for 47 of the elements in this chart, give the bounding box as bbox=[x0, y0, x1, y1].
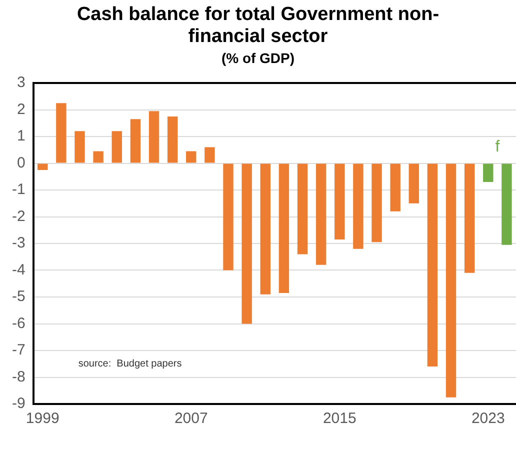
y-tick-label: -4 bbox=[12, 261, 26, 278]
bar bbox=[446, 164, 456, 398]
bar bbox=[427, 164, 438, 367]
bar bbox=[353, 164, 364, 249]
y-tick-label: 1 bbox=[16, 128, 26, 145]
y-tick-label: 0 bbox=[16, 154, 26, 172]
y-tick-label: -9 bbox=[12, 395, 26, 412]
bar bbox=[297, 164, 308, 254]
y-tick-label: 3 bbox=[16, 74, 26, 92]
bar bbox=[464, 164, 475, 273]
chart-title: Cash balance for total Government non-financial sector bbox=[76, 4, 440, 48]
bar bbox=[408, 164, 420, 204]
bar bbox=[223, 164, 234, 270]
y-tick-label: -1 bbox=[12, 181, 26, 198]
x-tick-label: 2023 bbox=[471, 410, 505, 428]
bar bbox=[38, 164, 48, 170]
bar bbox=[148, 111, 160, 163]
bar bbox=[278, 164, 290, 293]
bar bbox=[74, 131, 85, 163]
x-tick-label: 1999 bbox=[26, 410, 60, 428]
bar bbox=[56, 103, 66, 163]
bar bbox=[502, 164, 512, 245]
y-tick-label: -8 bbox=[12, 368, 26, 386]
bar bbox=[204, 147, 215, 163]
annotation: source: Budget papers bbox=[78, 358, 182, 370]
y-tick-label: -2 bbox=[12, 208, 26, 225]
bar bbox=[390, 164, 400, 212]
y-tick-label: -6 bbox=[12, 314, 26, 332]
bar bbox=[260, 164, 270, 294]
bar bbox=[93, 151, 104, 163]
y-tick-label: -3 bbox=[12, 234, 26, 252]
y-tick-label: 2 bbox=[16, 100, 26, 118]
bar bbox=[242, 164, 252, 324]
chart-subtitle: (% of GDP) bbox=[220, 50, 296, 66]
bar bbox=[483, 164, 494, 182]
x-tick-label: 2015 bbox=[322, 410, 356, 428]
bar bbox=[334, 164, 345, 240]
y-tick-label: -5 bbox=[12, 288, 26, 306]
bar bbox=[112, 131, 122, 163]
annotation: f bbox=[495, 138, 500, 156]
bar bbox=[372, 164, 382, 242]
bar bbox=[167, 116, 178, 163]
bar bbox=[316, 164, 326, 265]
bar bbox=[130, 119, 141, 163]
y-tick-label: -7 bbox=[12, 342, 26, 359]
bar bbox=[186, 151, 196, 163]
x-tick-label: 2007 bbox=[174, 410, 208, 428]
